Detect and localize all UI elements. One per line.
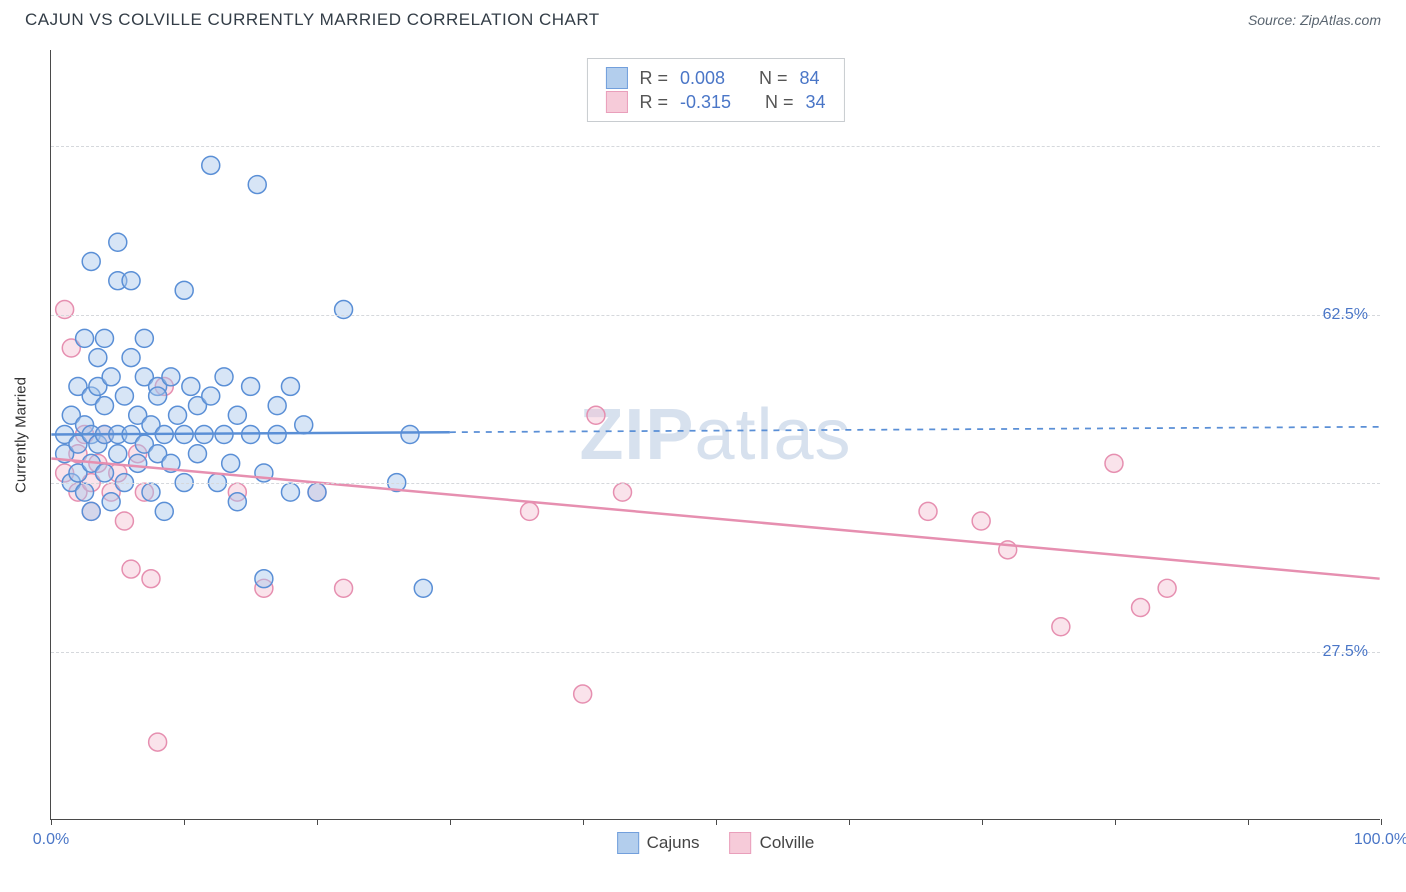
scatter-point-cajuns [242,377,260,395]
scatter-point-cajuns [169,406,187,424]
chart-title: CAJUN VS COLVILLE CURRENTLY MARRIED CORR… [25,10,600,30]
trend-line-colville [51,459,1379,579]
scatter-point-cajuns [281,483,299,501]
y-tick-label: 62.5% [1323,306,1368,324]
scatter-point-cajuns [162,368,180,386]
scatter-point-cajuns [175,281,193,299]
x-tick [982,819,983,825]
scatter-point-cajuns [248,176,266,194]
scatter-point-colville [587,406,605,424]
scatter-point-cajuns [155,502,173,520]
scatter-point-cajuns [281,377,299,395]
swatch-colville-legend [730,832,752,854]
gridline [51,483,1380,484]
scatter-point-cajuns [89,349,107,367]
scatter-point-cajuns [228,493,246,511]
scatter-point-cajuns [102,493,120,511]
scatter-point-cajuns [102,368,120,386]
bottom-legend: Cajuns Colville [617,832,815,854]
scatter-point-cajuns [202,387,220,405]
x-tick [184,819,185,825]
scatter-point-colville [122,560,140,578]
scatter-point-cajuns [122,272,140,290]
scatter-point-cajuns [414,579,432,597]
source-attribution: Source: ZipAtlas.com [1248,12,1381,28]
legend-item-colville: Colville [730,832,815,854]
scatter-point-cajuns [96,464,114,482]
x-tick [1248,819,1249,825]
scatter-point-cajuns [142,483,160,501]
scatter-point-colville [1052,618,1070,636]
y-tick-label: 27.5% [1323,643,1368,661]
x-tick [1381,819,1382,825]
scatter-svg [51,50,1380,819]
scatter-point-cajuns [96,329,114,347]
scatter-point-colville [1105,454,1123,472]
x-tick [51,819,52,825]
scatter-point-colville [972,512,990,530]
gridline [51,652,1380,653]
scatter-point-colville [142,570,160,588]
scatter-point-cajuns [135,329,153,347]
scatter-point-colville [1132,599,1150,617]
x-tick-label: 0.0% [33,831,69,849]
scatter-point-cajuns [401,426,419,444]
x-tick-label: 100.0% [1354,831,1406,849]
scatter-point-colville [919,502,937,520]
scatter-point-cajuns [268,397,286,415]
scatter-point-cajuns [188,445,206,463]
gridline [51,146,1380,147]
scatter-point-cajuns [115,387,133,405]
scatter-point-cajuns [76,329,94,347]
scatter-point-colville [115,512,133,530]
x-tick [1115,819,1116,825]
scatter-point-cajuns [335,301,353,319]
scatter-point-cajuns [109,445,127,463]
scatter-point-colville [56,301,74,319]
x-tick [317,819,318,825]
scatter-point-cajuns [109,233,127,251]
scatter-point-cajuns [215,368,233,386]
scatter-point-cajuns [82,502,100,520]
x-tick [450,819,451,825]
scatter-point-colville [149,733,167,751]
scatter-point-cajuns [82,252,100,270]
scatter-point-cajuns [149,387,167,405]
x-tick [849,819,850,825]
x-tick [583,819,584,825]
y-axis-label: Currently Married [13,377,30,493]
scatter-point-colville [574,685,592,703]
scatter-point-cajuns [122,349,140,367]
scatter-point-colville [614,483,632,501]
swatch-cajuns-legend [617,832,639,854]
scatter-point-cajuns [129,454,147,472]
x-tick [716,819,717,825]
plot-area: Currently Married ZIPatlas R = 0.008 N =… [50,50,1380,820]
scatter-point-cajuns [202,156,220,174]
scatter-point-colville [335,579,353,597]
scatter-point-cajuns [76,483,94,501]
gridline [51,315,1380,316]
scatter-point-cajuns [308,483,326,501]
scatter-point-cajuns [228,406,246,424]
scatter-point-cajuns [255,570,273,588]
trend-line-dashed-cajuns [450,427,1380,432]
scatter-point-cajuns [268,426,286,444]
scatter-point-cajuns [222,454,240,472]
scatter-point-colville [1158,579,1176,597]
scatter-point-cajuns [295,416,313,434]
legend-item-cajuns: Cajuns [617,832,700,854]
scatter-point-cajuns [96,397,114,415]
scatter-point-cajuns [182,377,200,395]
scatter-point-colville [521,502,539,520]
